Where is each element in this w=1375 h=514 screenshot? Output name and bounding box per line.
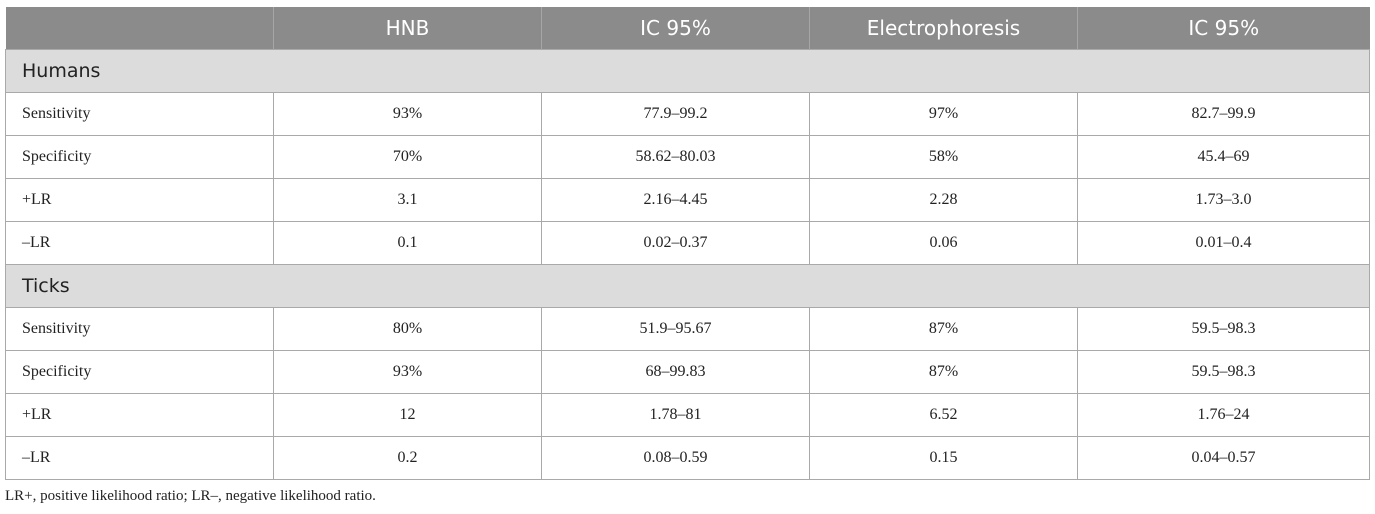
electrophoresis-ci-cell: 45.4–69 — [1077, 135, 1370, 179]
group-label: Humans — [5, 49, 1370, 93]
electrophoresis-cell: 97% — [809, 92, 1078, 136]
header-row: HNB IC 95% Electrophoresis IC 95% — [5, 7, 1370, 50]
hnb-cell: 70% — [273, 135, 542, 179]
hnb-cell: 12 — [273, 393, 542, 437]
electrophoresis-ci-cell: 0.04–0.57 — [1077, 436, 1370, 480]
table-footnote: LR+, positive likelihood ratio; LR–, neg… — [5, 488, 376, 504]
header-cell-hnb: HNB — [273, 7, 542, 50]
metric-cell: Specificity — [5, 350, 274, 394]
metric-cell: +LR — [5, 393, 274, 437]
electrophoresis-ci-cell: 82.7–99.9 — [1077, 92, 1370, 136]
table-row: Sensitivity 93% 77.9–99.2 97% 82.7–99.9 — [5, 92, 1370, 136]
electrophoresis-cell: 6.52 — [809, 393, 1078, 437]
results-table: HNB IC 95% Electrophoresis IC 95% Humans… — [5, 7, 1370, 480]
hnb-cell: 80% — [273, 307, 542, 351]
hnb-ci-cell: 0.02–0.37 — [541, 221, 810, 265]
table-header: HNB IC 95% Electrophoresis IC 95% — [5, 7, 1370, 50]
hnb-ci-cell: 77.9–99.2 — [541, 92, 810, 136]
electrophoresis-ci-cell: 59.5–98.3 — [1077, 350, 1370, 394]
electrophoresis-cell: 58% — [809, 135, 1078, 179]
electrophoresis-cell: 87% — [809, 307, 1078, 351]
table-row: Specificity 93% 68–99.83 87% 59.5–98.3 — [5, 350, 1370, 394]
electrophoresis-cell: 87% — [809, 350, 1078, 394]
table-row: Sensitivity 80% 51.9–95.67 87% 59.5–98.3 — [5, 307, 1370, 351]
header-cell-hnb-ci: IC 95% — [541, 7, 810, 50]
hnb-ci-cell: 58.62–80.03 — [541, 135, 810, 179]
hnb-ci-cell: 2.16–4.45 — [541, 178, 810, 222]
table-row: –LR 0.2 0.08–0.59 0.15 0.04–0.57 — [5, 436, 1370, 480]
header-cell-empty — [5, 7, 274, 50]
hnb-ci-cell: 51.9–95.67 — [541, 307, 810, 351]
group-row-humans: Humans — [5, 49, 1370, 93]
table-row: –LR 0.1 0.02–0.37 0.06 0.01–0.4 — [5, 221, 1370, 265]
electrophoresis-cell: 0.15 — [809, 436, 1078, 480]
header-cell-electrophoresis-ci: IC 95% — [1077, 7, 1370, 50]
metric-cell: +LR — [5, 178, 274, 222]
hnb-cell: 0.1 — [273, 221, 542, 265]
metric-cell: Sensitivity — [5, 92, 274, 136]
electrophoresis-ci-cell: 1.73–3.0 — [1077, 178, 1370, 222]
hnb-ci-cell: 1.78–81 — [541, 393, 810, 437]
metric-cell: Sensitivity — [5, 307, 274, 351]
electrophoresis-ci-cell: 59.5–98.3 — [1077, 307, 1370, 351]
table-row: +LR 3.1 2.16–4.45 2.28 1.73–3.0 — [5, 178, 1370, 222]
hnb-cell: 93% — [273, 350, 542, 394]
hnb-ci-cell: 68–99.83 — [541, 350, 810, 394]
hnb-cell: 0.2 — [273, 436, 542, 480]
electrophoresis-ci-cell: 1.76–24 — [1077, 393, 1370, 437]
hnb-cell: 93% — [273, 92, 542, 136]
electrophoresis-ci-cell: 0.01–0.4 — [1077, 221, 1370, 265]
metric-cell: –LR — [5, 436, 274, 480]
header-cell-electrophoresis: Electrophoresis — [809, 7, 1078, 50]
metric-cell: –LR — [5, 221, 274, 265]
table-row: Specificity 70% 58.62–80.03 58% 45.4–69 — [5, 135, 1370, 179]
group-row-ticks: Ticks — [5, 264, 1370, 308]
electrophoresis-cell: 0.06 — [809, 221, 1078, 265]
table-row: +LR 12 1.78–81 6.52 1.76–24 — [5, 393, 1370, 437]
hnb-ci-cell: 0.08–0.59 — [541, 436, 810, 480]
metric-cell: Specificity — [5, 135, 274, 179]
hnb-cell: 3.1 — [273, 178, 542, 222]
electrophoresis-cell: 2.28 — [809, 178, 1078, 222]
table-body: Humans Sensitivity 93% 77.9–99.2 97% 82.… — [5, 49, 1370, 480]
group-label: Ticks — [5, 264, 1370, 308]
